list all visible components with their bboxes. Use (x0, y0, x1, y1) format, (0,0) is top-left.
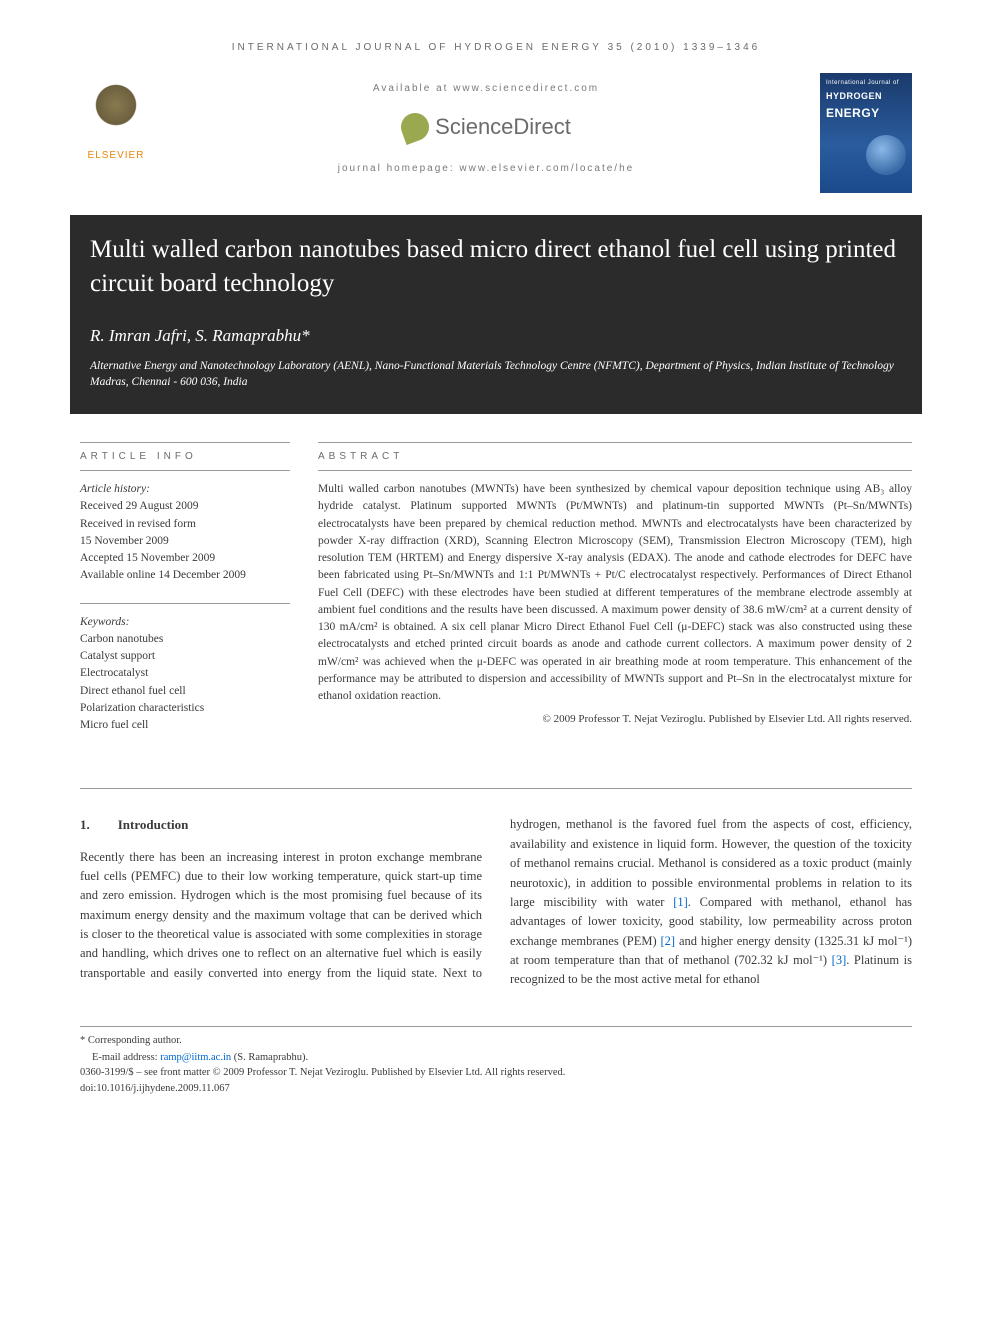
authors: R. Imran Jafri, S. Ramaprabhu* (90, 323, 902, 349)
section-title: Introduction (118, 817, 189, 832)
ref-link[interactable]: [3] (832, 953, 847, 967)
header-row: ELSEVIER Available at www.sciencedirect.… (80, 73, 912, 203)
history-line: Available online 14 December 2009 (80, 567, 290, 584)
history-header: Article history: (80, 481, 290, 498)
title-bar: Multi walled carbon nanotubes based micr… (70, 215, 922, 414)
abstract-copyright: © 2009 Professor T. Nejat Veziroglu. Pub… (318, 711, 912, 728)
keyword: Micro fuel cell (80, 717, 290, 734)
keyword: Carbon nanotubes (80, 631, 290, 648)
keywords-block: Keywords: Carbon nanotubes Catalyst supp… (80, 614, 290, 735)
article-title: Multi walled carbon nanotubes based micr… (90, 233, 902, 301)
divider (80, 603, 290, 604)
keyword: Direct ethanol fuel cell (80, 683, 290, 700)
available-at: Available at www.sciencedirect.com (152, 81, 820, 96)
history-line: 15 November 2009 (80, 533, 290, 550)
sciencedirect-logo[interactable]: ScienceDirect (401, 110, 571, 143)
history-line: Received 29 August 2009 (80, 498, 290, 515)
keywords-header: Keywords: (80, 614, 290, 631)
section-heading: 1. Introduction (80, 815, 482, 835)
article-info-col: ARTICLE INFO Article history: Received 2… (80, 442, 290, 752)
ref-link[interactable]: [2] (661, 934, 676, 948)
doi: doi:10.1016/j.ijhydene.2009.11.067 (80, 1081, 912, 1096)
abstract-col: ABSTRACT Multi walled carbon nanotubes (… (318, 442, 912, 752)
footer-block: * Corresponding author. E-mail address: … (80, 1026, 912, 1097)
keyword: Catalyst support (80, 648, 290, 665)
email-link[interactable]: ramp@iitm.ac.in (160, 1052, 231, 1063)
cover-line2: HYDROGEN (826, 90, 906, 104)
info-row: ARTICLE INFO Article history: Received 2… (80, 442, 912, 770)
email-tail: (S. Ramaprabhu). (231, 1052, 308, 1063)
journal-header-line: INTERNATIONAL JOURNAL OF HYDROGEN ENERGY… (80, 40, 912, 55)
article-history: Article history: Received 29 August 2009… (80, 481, 290, 585)
cover-line3: ENERGY (826, 104, 906, 122)
body-text: Recently there has been an increasing in… (80, 850, 482, 980)
affiliation: Alternative Energy and Nanotechnology La… (90, 358, 902, 390)
corresponding-author: * Corresponding author. (80, 1033, 912, 1048)
header-center: Available at www.sciencedirect.com Scien… (152, 73, 820, 176)
abstract-label: ABSTRACT (318, 442, 912, 471)
keyword: Electrocatalyst (80, 665, 290, 682)
elsevier-tree-icon (86, 84, 146, 144)
email-line: E-mail address: ramp@iitm.ac.in (S. Rama… (80, 1050, 912, 1065)
footer-copyright: 0360-3199/$ – see front matter © 2009 Pr… (80, 1065, 912, 1080)
email-label: E-mail address: (92, 1052, 160, 1063)
history-line: Received in revised form (80, 516, 290, 533)
history-line: Accepted 15 November 2009 (80, 550, 290, 567)
cover-line1: International Journal of (826, 79, 906, 88)
divider (80, 788, 912, 789)
article-info-label: ARTICLE INFO (80, 442, 290, 471)
journal-homepage[interactable]: journal homepage: www.elsevier.com/locat… (152, 161, 820, 176)
cover-globe-icon (866, 135, 906, 175)
sciencedirect-text: ScienceDirect (435, 110, 571, 143)
body-paragraph: Recently there has been an increasing in… (80, 815, 912, 989)
elsevier-text: ELSEVIER (88, 148, 145, 163)
sd-swoosh-icon (397, 109, 433, 145)
body-columns: 1. Introduction Recently there has been a… (80, 815, 912, 989)
journal-cover-thumb: International Journal of HYDROGEN ENERGY (820, 73, 912, 193)
ref-link[interactable]: [1] (673, 895, 688, 909)
section-number: 1. (80, 817, 90, 832)
abstract-text: Multi walled carbon nanotubes (MWNTs) ha… (318, 481, 912, 705)
keyword: Polarization characteristics (80, 700, 290, 717)
elsevier-logo: ELSEVIER (80, 73, 152, 163)
